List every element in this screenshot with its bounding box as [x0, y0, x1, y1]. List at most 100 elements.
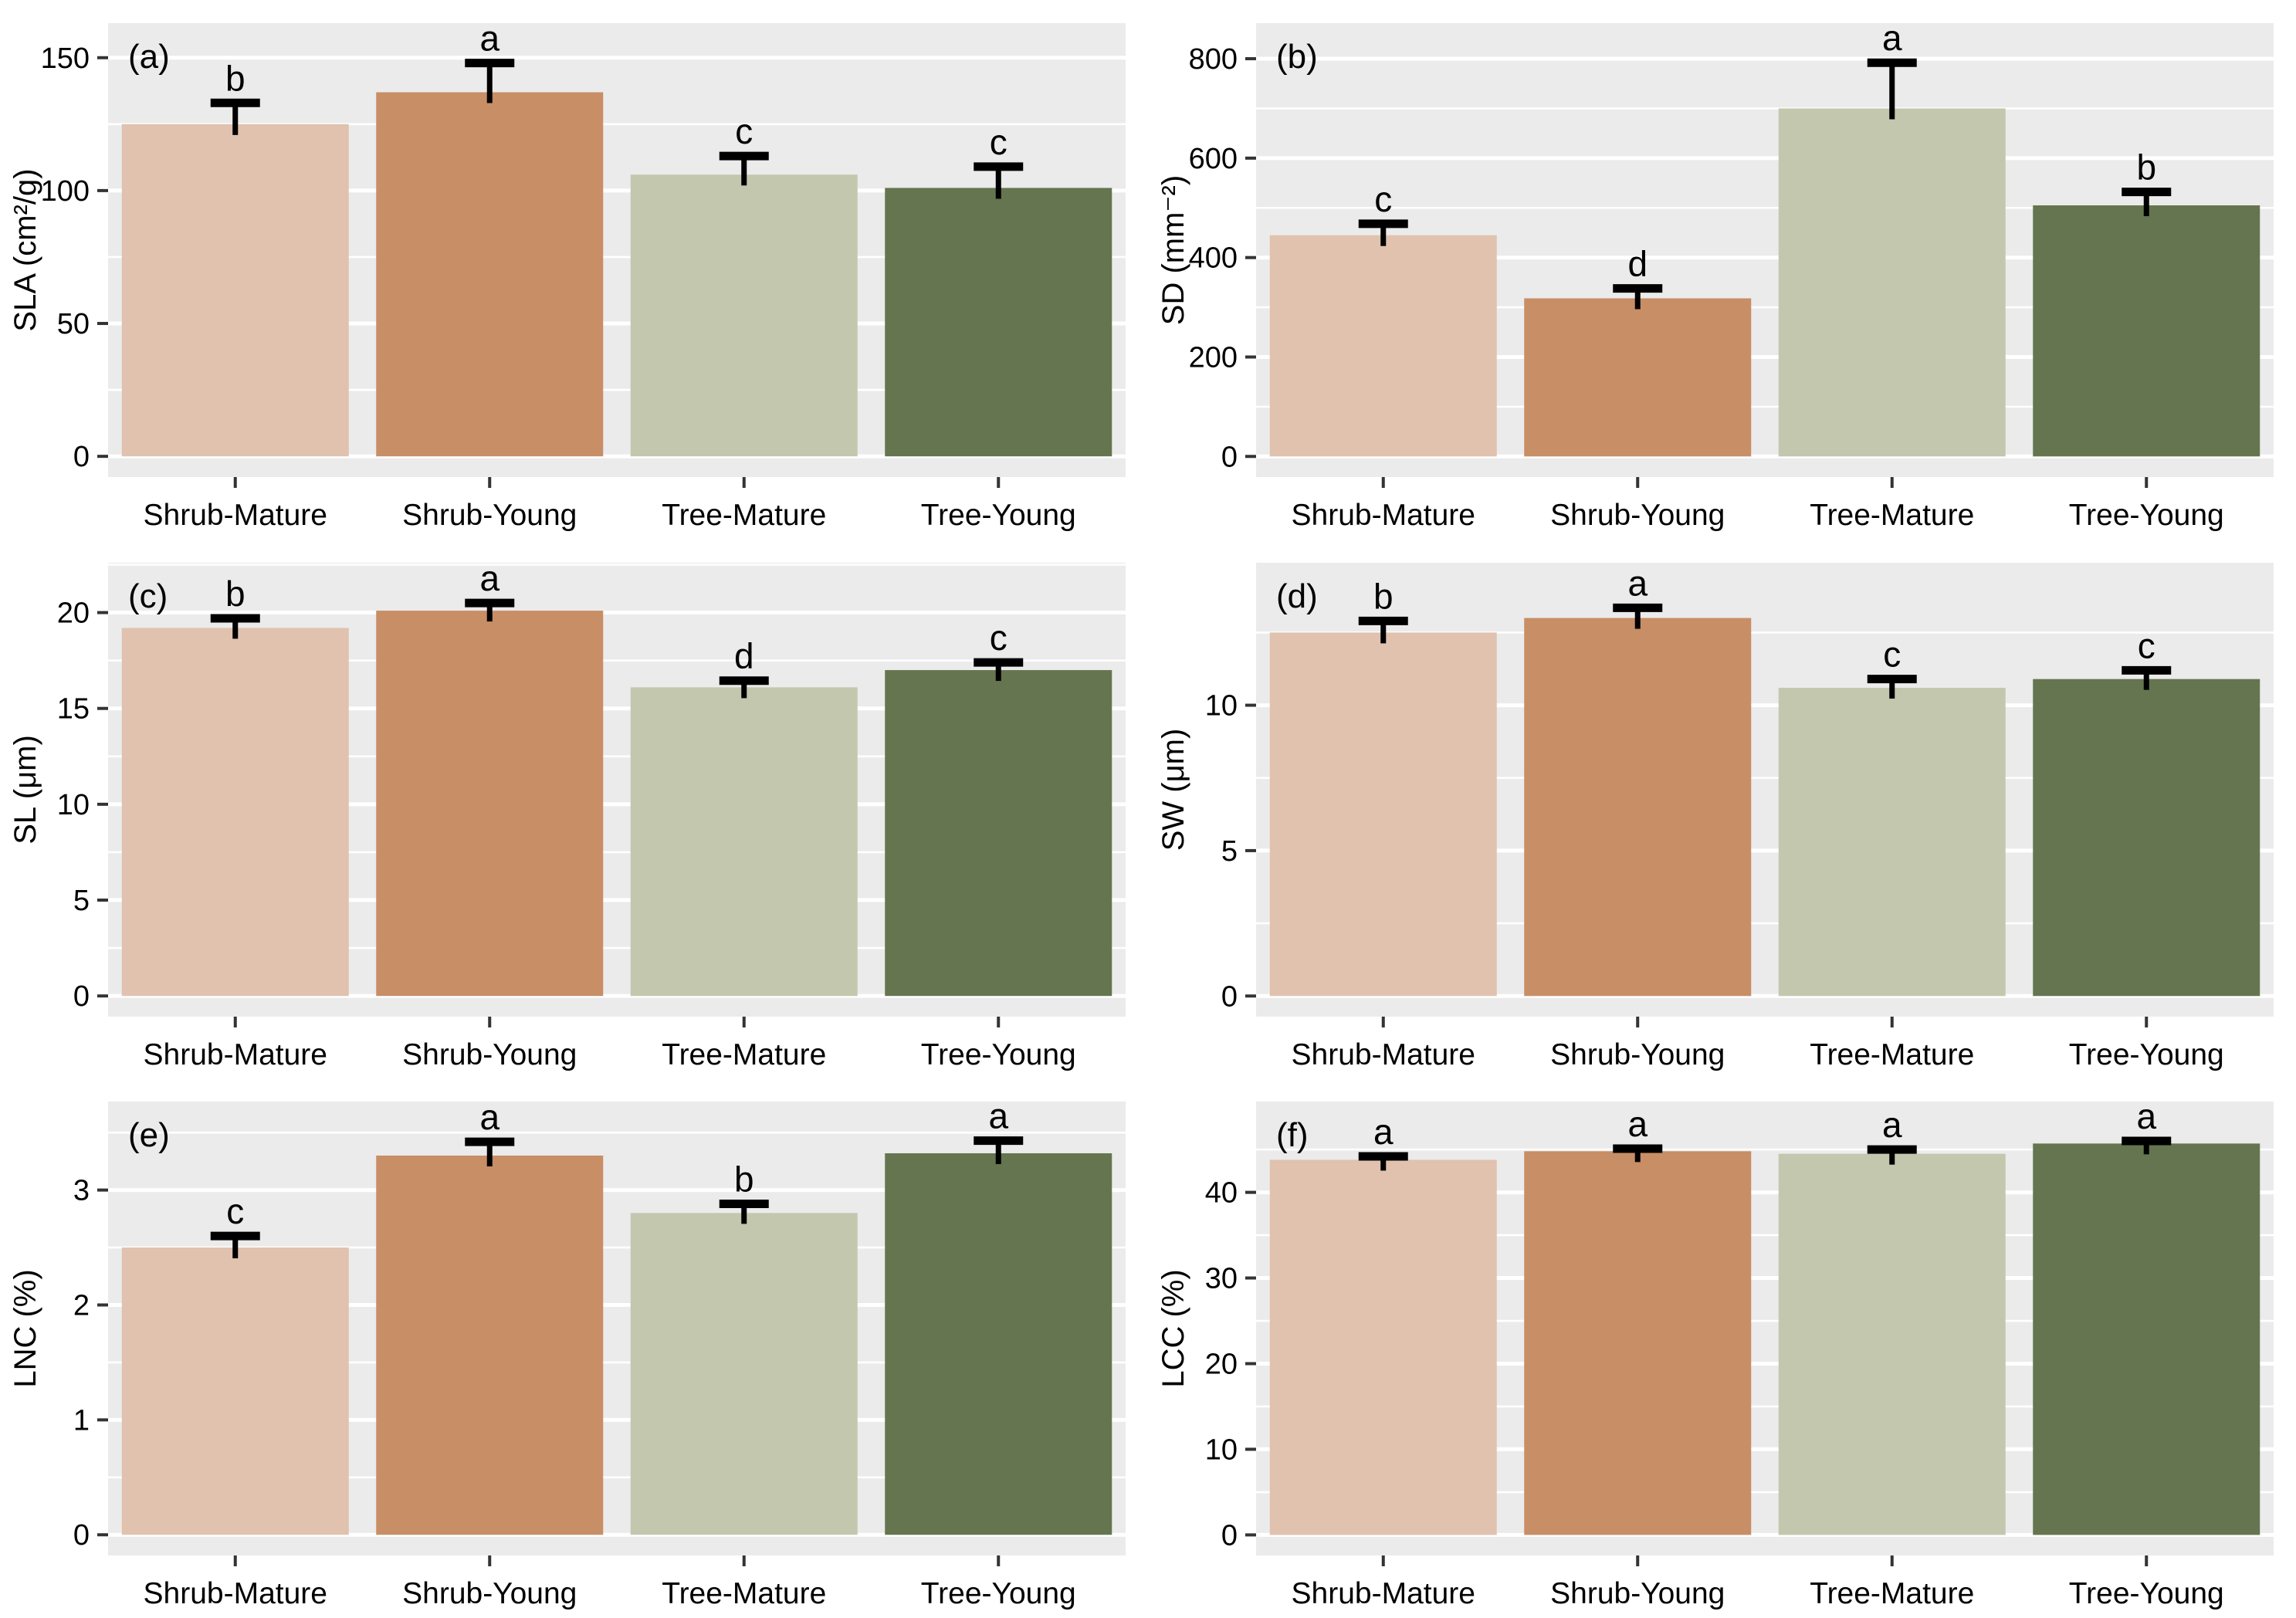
bar-tree-mature — [630, 174, 858, 457]
bar-tree-mature — [630, 687, 858, 996]
x-tick-label: Tree-Young — [2069, 1577, 2224, 1610]
y-tick-label: 800 — [1189, 43, 1238, 76]
x-tick-label: Shrub-Young — [1550, 1038, 1725, 1071]
bar-shrub-young — [1524, 618, 1752, 996]
significance-letter: a — [479, 19, 499, 59]
y-tick-label: 15 — [57, 692, 90, 725]
y-tick-label: 0 — [1221, 1520, 1238, 1552]
y-tick-label: 200 — [1189, 341, 1238, 374]
panel-letter: (f) — [1276, 1116, 1309, 1154]
significance-letter: a — [1882, 18, 1902, 58]
panel-letter: (a) — [128, 38, 170, 76]
x-tick-label: Shrub-Mature — [1292, 499, 1475, 532]
x-tick-label: Shrub-Mature — [1292, 1038, 1475, 1071]
panel-chart-svg: b Shrub-Mature a Shrub-Young c Tree-Mature c Tr… — [1156, 562, 2274, 1071]
bar-shrub-young — [376, 610, 604, 996]
significance-letter: b — [1373, 576, 1394, 616]
significance-letter: a — [1627, 1104, 1647, 1144]
x-tick-label: Tree-Mature — [662, 1577, 826, 1610]
y-tick-label: 0 — [1221, 441, 1238, 473]
y-tick-label: 40 — [1205, 1177, 1238, 1210]
bar-tree-young — [2033, 679, 2260, 996]
panel-letter: (b) — [1276, 38, 1318, 76]
panel-chart-svg: b Shrub-Mature a Shrub-Young d Tree-Mature c Tr… — [8, 558, 1126, 1071]
panel-c: b Shrub-Mature a Shrub-Young d Tree-Mature c Tr… — [0, 540, 1148, 1079]
y-tick-label: 0 — [73, 980, 90, 1013]
bar-shrub-young — [1524, 1151, 1752, 1535]
bar-shrub-mature — [121, 1247, 349, 1535]
y-tick-label: 0 — [73, 1520, 90, 1552]
significance-letter: c — [226, 1191, 244, 1231]
significance-letter: a — [479, 1097, 499, 1137]
panel-letter: (c) — [128, 577, 168, 615]
y-axis-label: SW (μm) — [1156, 728, 1190, 851]
y-tick-label: 10 — [1205, 1434, 1238, 1467]
y-axis-label: SD (mm⁻²) — [1156, 175, 1190, 325]
significance-letter: a — [1627, 563, 1647, 603]
y-tick-label: 50 — [57, 308, 90, 340]
significance-letter: c — [2138, 625, 2155, 665]
significance-letter: a — [1882, 1105, 1902, 1145]
x-tick-label: Shrub-Mature — [144, 1577, 327, 1610]
bar-shrub-mature — [121, 628, 349, 996]
x-tick-label: Tree-Mature — [1810, 1038, 1974, 1071]
panel-chart-svg: b Shrub-Mature a Shrub-Young c Tree-Mature c Tr… — [8, 19, 1126, 532]
significance-letter: c — [1883, 634, 1901, 674]
x-tick-label: Shrub-Young — [1550, 1577, 1725, 1610]
panel-e: c Shrub-Mature a Shrub-Young b Tree-Mature a Tr… — [0, 1078, 1148, 1618]
bar-tree-young — [885, 669, 1112, 996]
x-tick-label: Tree-Young — [921, 499, 1076, 532]
significance-letter: d — [734, 635, 754, 675]
significance-letter: c — [990, 122, 1007, 162]
significance-letter: a — [988, 1096, 1008, 1136]
y-tick-label: 10 — [57, 789, 90, 821]
y-tick-label: 30 — [1205, 1263, 1238, 1295]
significance-letter: b — [225, 58, 246, 98]
y-axis-label: LCC (%) — [1156, 1270, 1190, 1388]
y-tick-label: 20 — [57, 597, 90, 629]
panel-chart-svg: a Shrub-Mature a Shrub-Young a Tree-Mature a Tr… — [1156, 1096, 2274, 1610]
significance-letter: a — [2136, 1096, 2156, 1136]
y-tick-label: 2 — [73, 1290, 90, 1322]
y-tick-label: 5 — [73, 885, 90, 917]
x-tick-label: Tree-Mature — [662, 1038, 826, 1071]
x-tick-label: Shrub-Young — [402, 1038, 577, 1071]
bar-shrub-young — [376, 1156, 604, 1535]
panel-letter: (d) — [1276, 577, 1318, 615]
x-tick-label: Tree-Mature — [662, 499, 826, 532]
x-tick-label: Tree-Young — [921, 1577, 1076, 1610]
bar-tree-young — [885, 188, 1112, 457]
significance-letter: b — [734, 1159, 754, 1200]
bar-tree-young — [885, 1153, 1112, 1535]
bar-tree-young — [2033, 205, 2260, 457]
significance-letter: a — [1373, 1112, 1394, 1152]
significance-letter: c — [990, 618, 1007, 658]
significance-letter: a — [479, 558, 499, 598]
significance-letter: b — [2136, 147, 2156, 188]
y-tick-label: 3 — [73, 1175, 90, 1207]
panel-chart-svg: c Shrub-Mature a Shrub-Young b Tree-Mature a Tr… — [8, 1096, 1126, 1610]
x-tick-label: Tree-Young — [921, 1038, 1076, 1071]
panel-letter: (e) — [128, 1116, 170, 1154]
y-tick-label: 0 — [73, 441, 90, 473]
y-tick-label: 0 — [1221, 980, 1238, 1013]
significance-letter: b — [225, 574, 246, 614]
y-axis-label: LNC (%) — [8, 1270, 42, 1388]
bar-shrub-mature — [1269, 632, 1497, 996]
bar-shrub-mature — [1269, 235, 1497, 457]
y-tick-label: 150 — [41, 42, 90, 75]
y-tick-label: 1 — [73, 1405, 90, 1437]
x-tick-label: Shrub-Mature — [144, 1038, 327, 1071]
bar-tree-mature — [630, 1213, 858, 1535]
bar-tree-mature — [1778, 1154, 2006, 1535]
significance-letter: d — [1627, 244, 1647, 284]
x-tick-label: Tree-Young — [2069, 499, 2224, 532]
y-tick-label: 5 — [1221, 835, 1238, 868]
x-tick-label: Shrub-Mature — [144, 499, 327, 532]
panel-f: a Shrub-Mature a Shrub-Young a Tree-Mature a Tr… — [1148, 1078, 2296, 1618]
y-tick-label: 400 — [1189, 242, 1238, 275]
panel-b: c Shrub-Mature d Shrub-Young a Tree-Mature b Tr… — [1148, 0, 2296, 540]
bar-tree-young — [2033, 1143, 2260, 1535]
x-tick-label: Tree-Mature — [1810, 1577, 1974, 1610]
